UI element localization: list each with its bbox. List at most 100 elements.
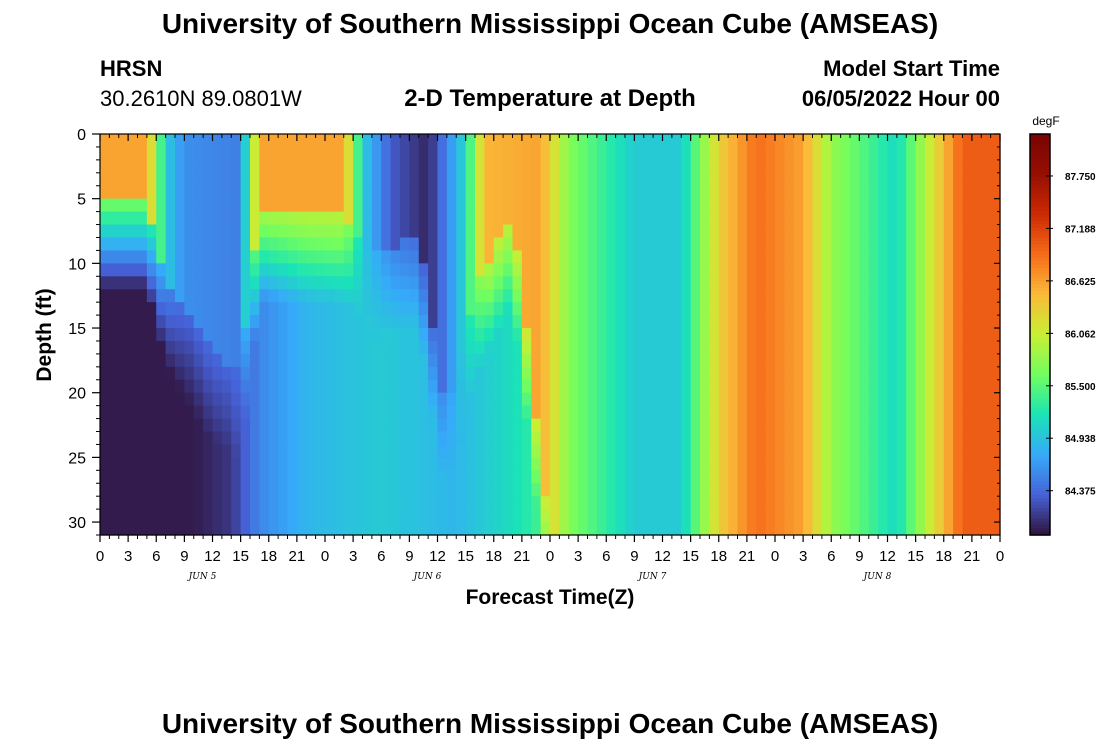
heatmap-cell: [821, 444, 832, 458]
heatmap-cell: [962, 444, 973, 458]
heatmap-cell: [887, 522, 898, 536]
heatmap-cell: [353, 172, 364, 187]
heatmap-cell: [728, 185, 739, 200]
heatmap-cell: [840, 470, 851, 484]
heatmap-cell: [615, 263, 626, 277]
heatmap-cell: [278, 405, 289, 420]
heatmap-cell: [540, 483, 551, 497]
heatmap-cell: [203, 457, 214, 471]
heatmap-cell: [896, 224, 907, 239]
heatmap-cell: [287, 340, 298, 355]
heatmap-cell: [971, 263, 982, 277]
heatmap-cell: [784, 185, 795, 200]
heatmap-cell: [512, 185, 523, 200]
heatmap-cell: [221, 185, 232, 200]
heatmap-cell: [887, 185, 898, 200]
heatmap-cell: [793, 418, 804, 433]
heatmap-cell: [400, 483, 410, 497]
heatmap-cell: [559, 496, 570, 510]
heatmap-cell: [390, 340, 401, 355]
heatmap-cell: [343, 444, 354, 458]
heatmap-cell: [456, 379, 467, 394]
heatmap-cell: [193, 159, 204, 174]
heatmap-cell: [550, 509, 560, 523]
heatmap-cell: [465, 289, 476, 303]
heatmap-cell: [784, 392, 795, 407]
heatmap-cell: [934, 431, 945, 446]
x-tick-label: 9: [180, 548, 188, 565]
heatmap-cell: [306, 146, 317, 161]
heatmap-cell: [353, 353, 364, 368]
heatmap-cell: [700, 276, 710, 290]
colorbar-segment: [1030, 227, 1050, 232]
heatmap-cell: [793, 224, 804, 239]
heatmap-cell: [887, 418, 898, 433]
heatmap-cell: [212, 444, 223, 458]
heatmap-cell: [690, 496, 701, 510]
heatmap-cell: [962, 496, 973, 510]
heatmap-cell: [475, 444, 485, 458]
heatmap-cell: [765, 444, 776, 458]
heatmap-cell: [231, 431, 242, 446]
heatmap-cell: [887, 405, 898, 420]
heatmap-cell: [887, 444, 898, 458]
colorbar: 87.75087.18886.62586.06285.50084.93884.3…: [1029, 133, 1096, 536]
heatmap-cell: [859, 470, 870, 484]
heatmap-cell: [868, 276, 879, 290]
heatmap-cell: [503, 237, 514, 252]
heatmap-cell: [812, 496, 823, 510]
heatmap-cell: [400, 444, 410, 458]
heatmap-cell: [400, 405, 410, 420]
colorbar-segment: [1030, 157, 1050, 162]
heatmap-cell: [746, 276, 757, 290]
heatmap-cell: [962, 470, 973, 484]
heatmap-cell: [756, 276, 767, 290]
heatmap-cell: [381, 483, 392, 497]
heatmap-cell: [540, 172, 551, 187]
heatmap-cell: [278, 134, 289, 148]
heatmap-cell: [765, 172, 776, 187]
heatmap-cell: [512, 263, 523, 277]
heatmap-cell: [653, 522, 664, 536]
heatmap-cell: [756, 289, 767, 303]
heatmap-cell: [906, 146, 917, 161]
heatmap-cell: [615, 340, 626, 355]
heatmap-cell: [653, 263, 664, 277]
heatmap-cell: [231, 379, 242, 394]
heatmap-cell: [221, 353, 232, 368]
heatmap-cell: [746, 237, 757, 252]
heatmap-cell: [109, 134, 120, 148]
heatmap-cell: [146, 250, 157, 264]
colorbar-segment: [1030, 200, 1050, 205]
heatmap-cell: [681, 172, 692, 187]
heatmap-cell: [315, 328, 326, 342]
heatmap-cell: [653, 457, 664, 471]
heatmap-cell: [175, 340, 185, 355]
heatmap-cell: [559, 418, 570, 433]
heatmap-cell: [878, 392, 889, 407]
heatmap-cell: [212, 366, 223, 381]
heatmap-cell: [596, 211, 607, 226]
heatmap-cell: [559, 289, 570, 303]
heatmap-cell: [681, 353, 692, 368]
heatmap-cell: [803, 302, 814, 316]
heatmap-cell: [850, 405, 860, 420]
heatmap-cell: [925, 146, 935, 161]
heatmap-cell: [784, 444, 795, 458]
heatmap-cell: [278, 198, 289, 213]
heatmap-cell: [512, 237, 523, 252]
heatmap-cell: [165, 470, 176, 484]
colorbar-segment: [1030, 444, 1050, 449]
heatmap-cell: [925, 328, 935, 342]
heatmap-cell: [690, 134, 701, 148]
heatmap-cell: [175, 263, 185, 277]
heatmap-cell: [259, 340, 270, 355]
heatmap-cell: [971, 185, 982, 200]
heatmap-cell: [484, 405, 495, 420]
heatmap-cell: [156, 392, 167, 407]
heatmap-cell: [343, 134, 354, 148]
heatmap-cell: [118, 172, 129, 187]
heatmap-cell: [100, 146, 110, 161]
heatmap-cell: [400, 302, 410, 316]
heatmap-cell: [156, 328, 167, 342]
